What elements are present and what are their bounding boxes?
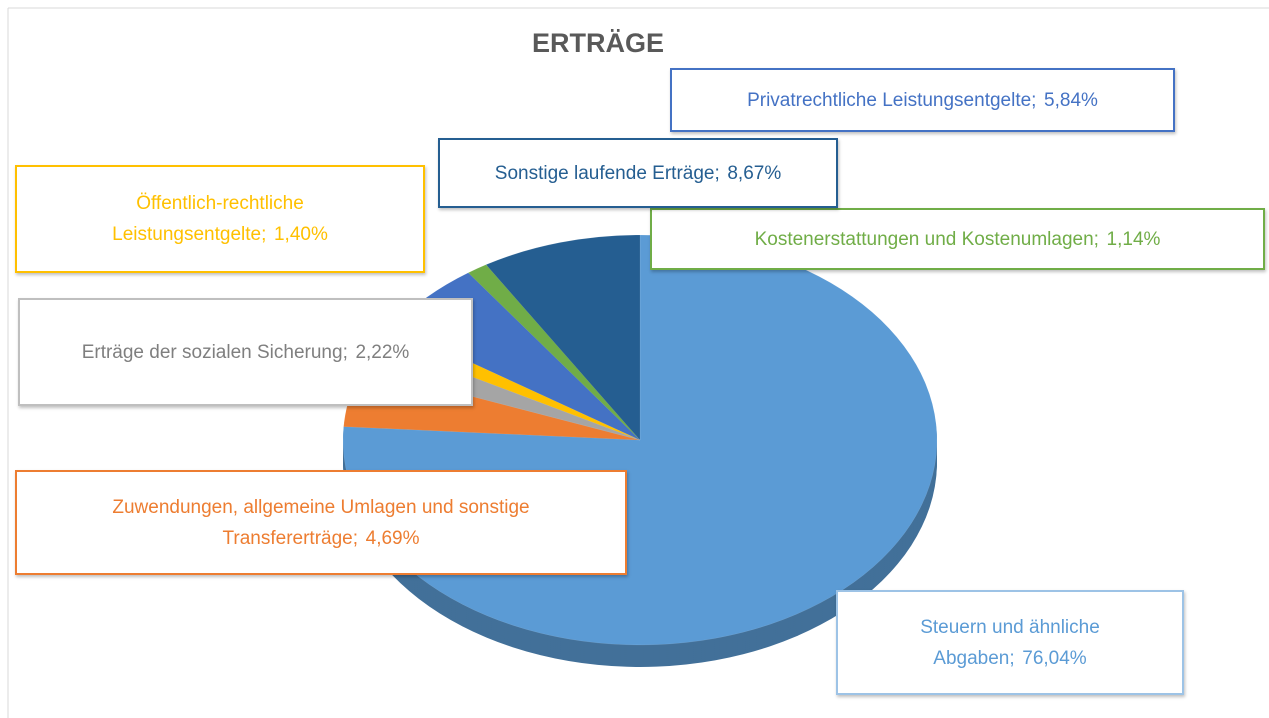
data-label: Zuwendungen, allgemeine Umlagen und sons… bbox=[15, 470, 627, 575]
label-separator: ; bbox=[1009, 647, 1015, 669]
data-label-text: Privatrechtliche Leistungsentgelte; 5,84% bbox=[747, 85, 1098, 116]
label-separator: ; bbox=[261, 224, 267, 245]
label-separator: ; bbox=[342, 341, 348, 363]
data-label-text: Kostenerstattungen und Kostenumlagen; 1,1… bbox=[755, 224, 1161, 255]
value-label: 4,69% bbox=[365, 527, 420, 549]
pie-slice bbox=[467, 264, 641, 441]
category-name: Öffentlich-rechtliche Leistungsentgelte bbox=[112, 193, 304, 245]
label-separator: ; bbox=[1031, 89, 1037, 111]
data-label-text: Erträge der sozialen Sicherung; 2,22% bbox=[82, 337, 410, 368]
data-label: Sonstige laufende Erträge; 8,67% bbox=[438, 138, 838, 208]
value-label: 76,04% bbox=[1022, 647, 1087, 669]
data-label-text: Steuern und ähnliche Abgaben; 76,04% bbox=[908, 612, 1112, 674]
category-name: Kostenerstattungen und Kostenumlagen bbox=[754, 228, 1094, 250]
category-name: Steuern und ähnliche Abgaben bbox=[920, 616, 1100, 669]
data-label: Kostenerstattungen und Kostenumlagen; 1,1… bbox=[650, 208, 1265, 270]
data-label-text: Zuwendungen, allgemeine Umlagen und sons… bbox=[72, 492, 570, 554]
category-name: Zuwendungen, allgemeine Umlagen und sons… bbox=[112, 496, 530, 549]
category-name: Privatrechtliche Leistungsentgelte bbox=[747, 89, 1032, 111]
data-label: Erträge der sozialen Sicherung; 2,22% bbox=[18, 298, 473, 406]
data-label-text: Öffentlich-rechtliche Leistungsentgelte;… bbox=[72, 188, 368, 250]
value-label: 5,84% bbox=[1044, 89, 1098, 111]
label-separator: ; bbox=[1093, 228, 1099, 250]
pie-slice bbox=[485, 234, 641, 441]
value-label: 2,22% bbox=[355, 341, 410, 363]
chart-title: ERTRÄGE bbox=[532, 28, 664, 58]
label-separator: ; bbox=[352, 527, 359, 549]
data-label-text: Sonstige laufende Erträge; 8,67% bbox=[495, 158, 781, 189]
data-label: Steuern und ähnliche Abgaben; 76,04% bbox=[836, 590, 1184, 695]
value-label: 1,14% bbox=[1106, 228, 1161, 250]
category-name: Sonstige laufende Erträge bbox=[494, 162, 715, 184]
value-label: 1,40% bbox=[273, 224, 328, 245]
category-name: Erträge der sozialen Sicherung bbox=[81, 341, 343, 363]
value-label: 8,67% bbox=[727, 162, 782, 184]
data-label: Privatrechtliche Leistungsentgelte; 5,84% bbox=[670, 68, 1175, 132]
label-separator: ; bbox=[714, 162, 720, 184]
data-label: Öffentlich-rechtliche Leistungsentgelte;… bbox=[15, 165, 425, 273]
